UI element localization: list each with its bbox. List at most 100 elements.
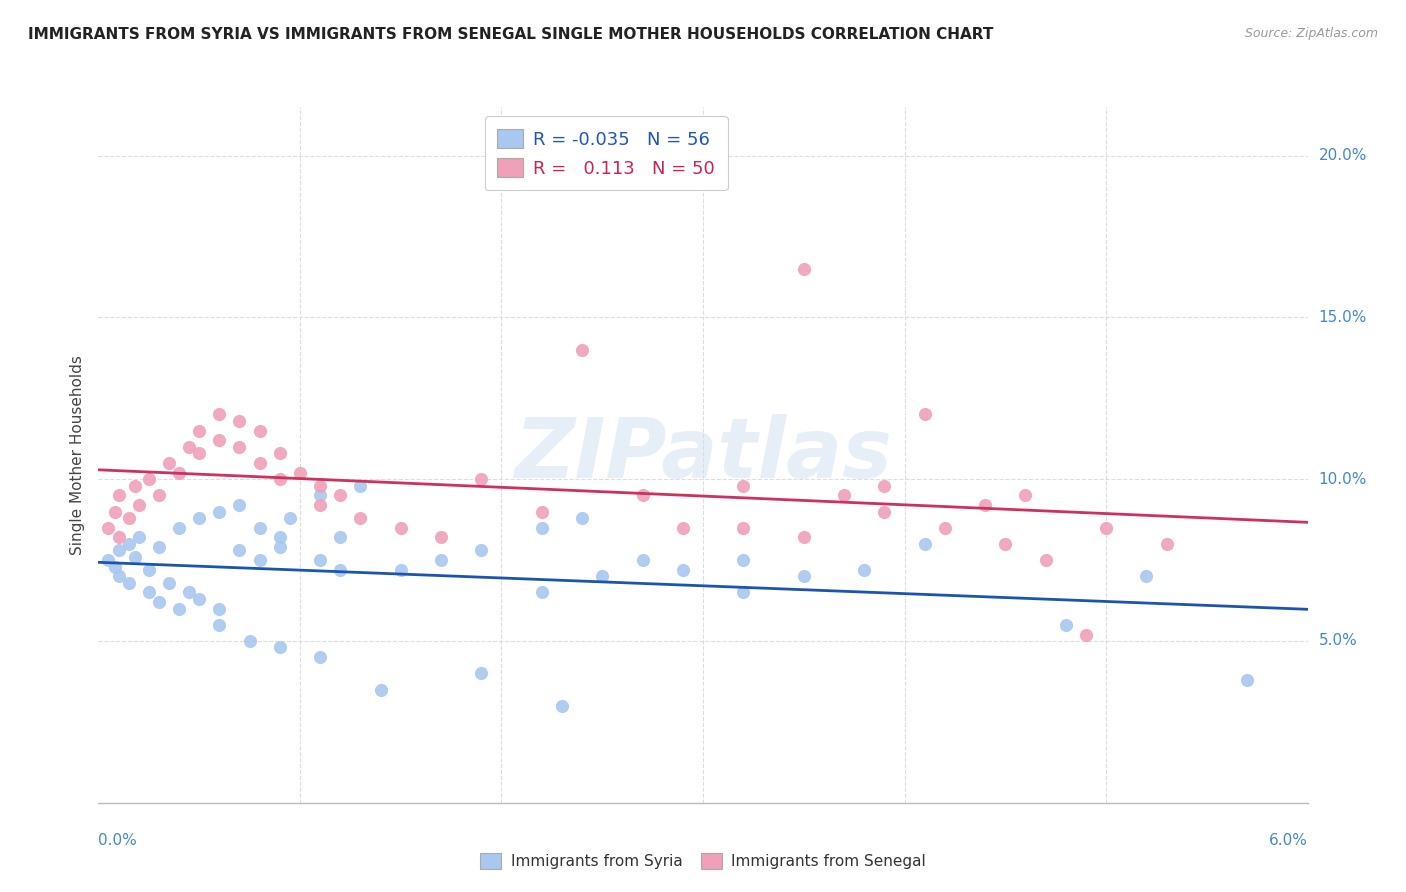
- Point: [107, 488, 129, 502]
- Point: [128, 498, 150, 512]
- Point: [1095, 521, 1118, 535]
- Point: [188, 424, 211, 438]
- Point: [138, 585, 160, 599]
- Y-axis label: Single Mother Households: Single Mother Households: [69, 355, 84, 555]
- Point: [309, 553, 332, 567]
- Text: 15.0%: 15.0%: [1319, 310, 1367, 325]
- Point: [97, 553, 120, 567]
- Point: [571, 343, 593, 357]
- Point: [228, 543, 250, 558]
- Point: [148, 540, 170, 554]
- Point: [470, 543, 492, 558]
- Point: [329, 531, 352, 545]
- Point: [793, 531, 815, 545]
- Point: [1014, 488, 1036, 502]
- Point: [107, 531, 129, 545]
- Point: [631, 488, 654, 502]
- Point: [167, 466, 190, 480]
- Text: 5.0%: 5.0%: [1319, 633, 1357, 648]
- Point: [138, 563, 160, 577]
- Point: [107, 569, 129, 583]
- Text: 10.0%: 10.0%: [1319, 472, 1367, 487]
- Point: [571, 511, 593, 525]
- Text: 0.0%: 0.0%: [98, 833, 138, 848]
- Point: [430, 531, 453, 545]
- Legend: Immigrants from Syria, Immigrants from Senegal: Immigrants from Syria, Immigrants from S…: [474, 847, 932, 875]
- Point: [188, 511, 211, 525]
- Point: [177, 585, 201, 599]
- Point: [349, 478, 371, 492]
- Text: IMMIGRANTS FROM SYRIA VS IMMIGRANTS FROM SENEGAL SINGLE MOTHER HOUSEHOLDS CORREL: IMMIGRANTS FROM SYRIA VS IMMIGRANTS FROM…: [28, 27, 994, 42]
- Point: [128, 531, 150, 545]
- Point: [389, 563, 412, 577]
- Point: [672, 563, 695, 577]
- Point: [1054, 617, 1077, 632]
- Point: [188, 591, 211, 606]
- Point: [124, 478, 146, 492]
- Point: [148, 595, 170, 609]
- Point: [853, 563, 876, 577]
- Point: [124, 549, 146, 564]
- Point: [148, 488, 170, 502]
- Point: [832, 488, 855, 502]
- Point: [672, 521, 695, 535]
- Point: [631, 553, 654, 567]
- Point: [208, 617, 231, 632]
- Point: [934, 521, 956, 535]
- Point: [733, 553, 755, 567]
- Point: [167, 521, 190, 535]
- Text: 20.0%: 20.0%: [1319, 148, 1367, 163]
- Point: [97, 521, 120, 535]
- Point: [138, 472, 160, 486]
- Point: [309, 498, 332, 512]
- Point: [208, 408, 231, 422]
- Point: [873, 478, 896, 492]
- Point: [167, 601, 190, 615]
- Text: 6.0%: 6.0%: [1268, 833, 1308, 848]
- Point: [793, 569, 815, 583]
- Point: [208, 504, 231, 518]
- Point: [1156, 537, 1178, 551]
- Point: [530, 521, 553, 535]
- Point: [1035, 553, 1057, 567]
- Point: [309, 650, 332, 665]
- Point: [349, 511, 371, 525]
- Point: [103, 504, 125, 518]
- Point: [118, 511, 141, 525]
- Point: [994, 537, 1017, 551]
- Point: [249, 456, 271, 470]
- Point: [793, 261, 815, 276]
- Point: [157, 575, 180, 590]
- Point: [288, 466, 311, 480]
- Point: [269, 446, 291, 460]
- Text: ZIPatlas: ZIPatlas: [515, 415, 891, 495]
- Point: [733, 521, 755, 535]
- Point: [1236, 673, 1258, 687]
- Point: [974, 498, 997, 512]
- Point: [1074, 627, 1097, 641]
- Point: [249, 424, 271, 438]
- Point: [269, 640, 291, 655]
- Point: [249, 553, 271, 567]
- Point: [177, 440, 201, 454]
- Point: [118, 537, 141, 551]
- Text: Source: ZipAtlas.com: Source: ZipAtlas.com: [1244, 27, 1378, 40]
- Point: [269, 472, 291, 486]
- Point: [430, 553, 453, 567]
- Point: [228, 440, 250, 454]
- Point: [157, 456, 180, 470]
- Point: [370, 682, 392, 697]
- Point: [470, 666, 492, 681]
- Point: [249, 521, 271, 535]
- Point: [733, 478, 755, 492]
- Point: [239, 634, 262, 648]
- Point: [733, 585, 755, 599]
- Point: [309, 488, 332, 502]
- Point: [228, 498, 250, 512]
- Point: [188, 446, 211, 460]
- Point: [914, 537, 936, 551]
- Point: [591, 569, 613, 583]
- Point: [389, 521, 412, 535]
- Point: [914, 408, 936, 422]
- Point: [118, 575, 141, 590]
